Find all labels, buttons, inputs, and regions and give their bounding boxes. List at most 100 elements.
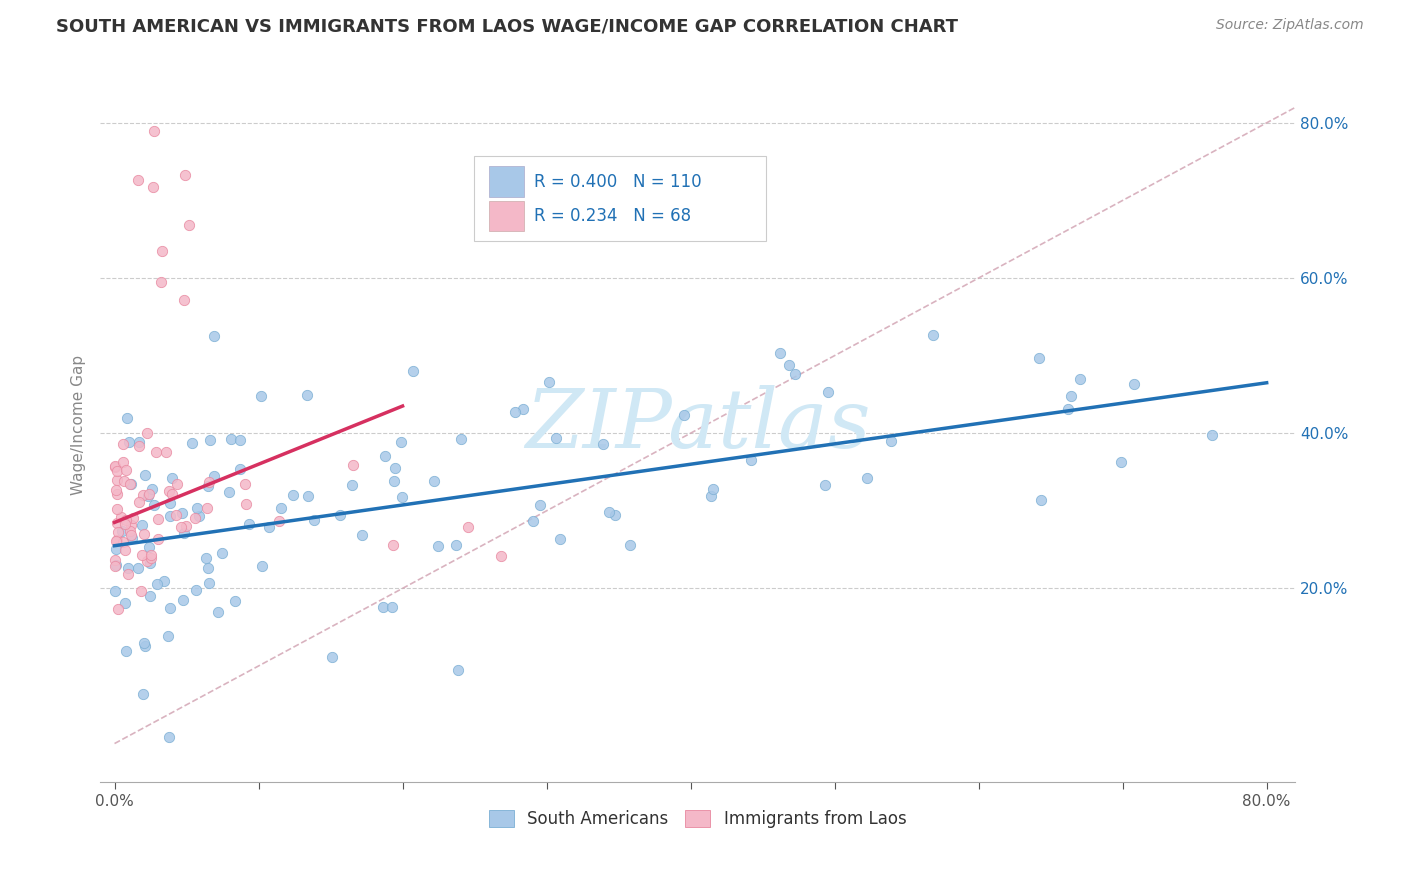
Point — [115, 463, 138, 477]
Point — [117, 566, 139, 581]
Point — [856, 471, 879, 485]
Point — [172, 592, 194, 607]
Point — [257, 520, 280, 534]
Point — [1069, 372, 1091, 386]
Point — [104, 542, 127, 557]
Point — [342, 477, 364, 491]
Point — [114, 513, 136, 527]
Point — [235, 497, 257, 511]
Point — [270, 500, 292, 515]
Point — [321, 650, 343, 665]
Point — [174, 519, 197, 533]
Point — [105, 464, 128, 478]
Point — [350, 528, 373, 542]
Point — [139, 589, 162, 603]
Point — [146, 532, 169, 546]
Point — [141, 551, 163, 566]
Point — [110, 510, 132, 524]
Point — [184, 583, 207, 598]
Point — [426, 539, 449, 553]
Point — [922, 328, 945, 343]
Point — [112, 535, 135, 549]
Point — [194, 551, 217, 566]
Point — [155, 445, 177, 459]
Point — [159, 496, 181, 510]
Point — [224, 594, 246, 608]
Point — [605, 508, 627, 522]
FancyBboxPatch shape — [489, 166, 524, 197]
Point — [198, 433, 221, 447]
Point — [381, 599, 404, 614]
Point — [202, 468, 225, 483]
Point — [145, 445, 167, 459]
Point — [391, 490, 413, 504]
Point — [444, 538, 467, 552]
Point — [672, 408, 695, 422]
Point — [202, 329, 225, 343]
Point — [156, 629, 179, 643]
Point — [131, 517, 153, 532]
Point — [252, 558, 274, 573]
Text: ZIPatlas: ZIPatlas — [524, 385, 870, 466]
Point — [1028, 351, 1050, 365]
Point — [402, 363, 425, 377]
Point — [187, 508, 209, 523]
Point — [159, 509, 181, 524]
Point — [127, 173, 149, 187]
Point — [160, 487, 183, 501]
Point — [172, 507, 194, 521]
Point — [104, 458, 127, 473]
Point — [218, 485, 240, 500]
Point — [700, 489, 723, 503]
Point — [197, 479, 219, 493]
Point — [105, 516, 128, 531]
Point — [112, 474, 135, 488]
Point — [152, 244, 174, 258]
FancyBboxPatch shape — [474, 156, 766, 241]
Point — [157, 483, 180, 498]
Point — [546, 432, 568, 446]
Point — [150, 275, 173, 289]
Point — [104, 483, 127, 497]
Point — [503, 405, 526, 419]
Point — [173, 526, 195, 541]
Point — [146, 576, 169, 591]
Point — [138, 487, 160, 501]
Point — [297, 489, 319, 503]
Point — [391, 435, 413, 450]
Point — [117, 561, 139, 575]
Point — [120, 518, 142, 533]
Point — [229, 462, 252, 476]
Point — [157, 731, 180, 745]
Point — [537, 375, 560, 389]
Point — [817, 384, 839, 399]
Point — [128, 494, 150, 508]
Point — [118, 524, 141, 538]
Point — [221, 432, 243, 446]
Point — [207, 605, 229, 619]
Point — [170, 520, 193, 534]
Point — [522, 514, 544, 528]
Point — [104, 553, 127, 567]
Point — [114, 596, 136, 610]
Point — [114, 644, 136, 658]
Point — [450, 432, 472, 446]
Point — [342, 458, 364, 472]
Point — [740, 453, 762, 467]
Point — [598, 505, 620, 519]
Point — [120, 476, 142, 491]
Point — [302, 512, 325, 526]
Point — [131, 548, 153, 562]
Point — [211, 546, 233, 560]
Point — [114, 516, 136, 531]
Point — [295, 388, 318, 402]
Point — [142, 180, 165, 194]
Point — [550, 532, 572, 546]
Point — [134, 635, 156, 649]
Point — [104, 559, 127, 574]
Point — [105, 558, 128, 572]
Point — [121, 531, 143, 545]
Point — [120, 477, 142, 491]
Point — [135, 554, 157, 568]
Point — [382, 474, 405, 488]
